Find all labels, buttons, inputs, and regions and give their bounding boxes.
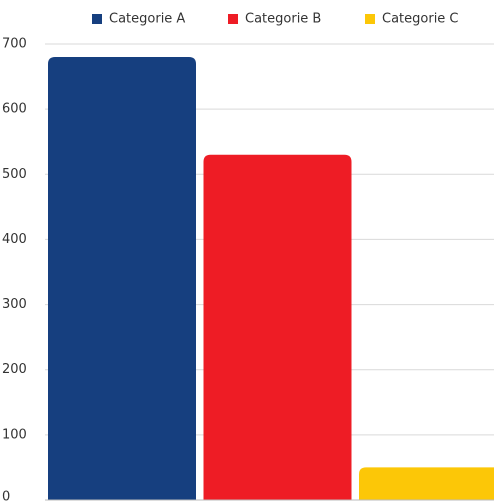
y-tick-label: 0: [2, 490, 10, 502]
legend-label: Categorie C: [382, 12, 459, 27]
legend-swatch: [92, 14, 102, 24]
legend-item: Categorie B: [228, 12, 321, 27]
legend-label: Categorie A: [109, 12, 185, 27]
y-tick-label: 600: [2, 102, 27, 117]
bar: [359, 467, 494, 500]
y-tick-label: 300: [2, 297, 27, 312]
y-tick-label: 700: [2, 37, 27, 52]
legend-label: Categorie B: [245, 12, 321, 27]
legend-item: Categorie C: [365, 12, 459, 27]
bar: [48, 57, 196, 501]
legend-swatch: [365, 14, 375, 24]
y-tick-label: 100: [2, 427, 27, 442]
y-tick-label: 200: [2, 362, 27, 377]
y-tick-label: 400: [2, 232, 27, 247]
bar: [203, 154, 352, 500]
y-tick-label: 500: [2, 167, 27, 182]
legend-item: Categorie A: [92, 12, 185, 27]
legend-swatch: [228, 14, 238, 24]
